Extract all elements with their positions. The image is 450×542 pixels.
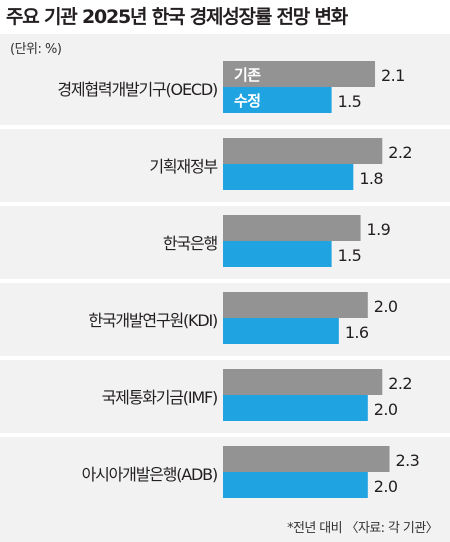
bar-before: [223, 446, 390, 472]
category-label: 경제협력개발기구(OECD): [57, 80, 217, 99]
footnote: *전년 대비 〈자료: 각 기관〉: [287, 521, 438, 536]
bar-after: [223, 318, 339, 344]
category-label: 국제통화기금(IMF): [102, 388, 217, 407]
value-label: 2.0: [374, 297, 398, 316]
bar-before: [223, 138, 383, 164]
value-label: 1.8: [359, 169, 383, 188]
bar-before: [223, 61, 376, 87]
value-label: 1.6: [345, 323, 369, 342]
legend-label-after: 수정: [234, 92, 261, 110]
bar-before: [223, 369, 383, 395]
category-label: 아시아개발은행(ADB): [82, 465, 217, 484]
category-label: 한국은행: [163, 234, 218, 253]
value-label: 1.9: [367, 220, 391, 239]
bar-before: [223, 292, 368, 318]
category-label: 기획재정부: [149, 157, 217, 176]
value-label: 2.1: [381, 66, 405, 85]
value-label: 1.5: [338, 246, 362, 265]
value-label: 2.3: [396, 451, 420, 470]
unit-label: (단위: %): [10, 42, 62, 57]
value-label: 2.2: [388, 374, 412, 393]
bar-before: [223, 215, 361, 241]
bar-after: [223, 395, 368, 421]
chart-title: 주요 기관 2025년 한국 경제성장률 전망 변화: [0, 0, 450, 34]
bar-after: [223, 87, 332, 113]
value-label: 2.0: [374, 400, 398, 419]
bar-after: [223, 164, 354, 190]
value-label: 2.0: [374, 477, 398, 496]
bar-after: [223, 472, 368, 498]
legend-label-before: 기존: [234, 66, 261, 84]
category-label: 한국개발연구원(KDI): [88, 311, 217, 330]
value-label: 1.5: [338, 92, 362, 111]
bar-after: [223, 241, 332, 267]
value-label: 2.2: [388, 143, 412, 162]
